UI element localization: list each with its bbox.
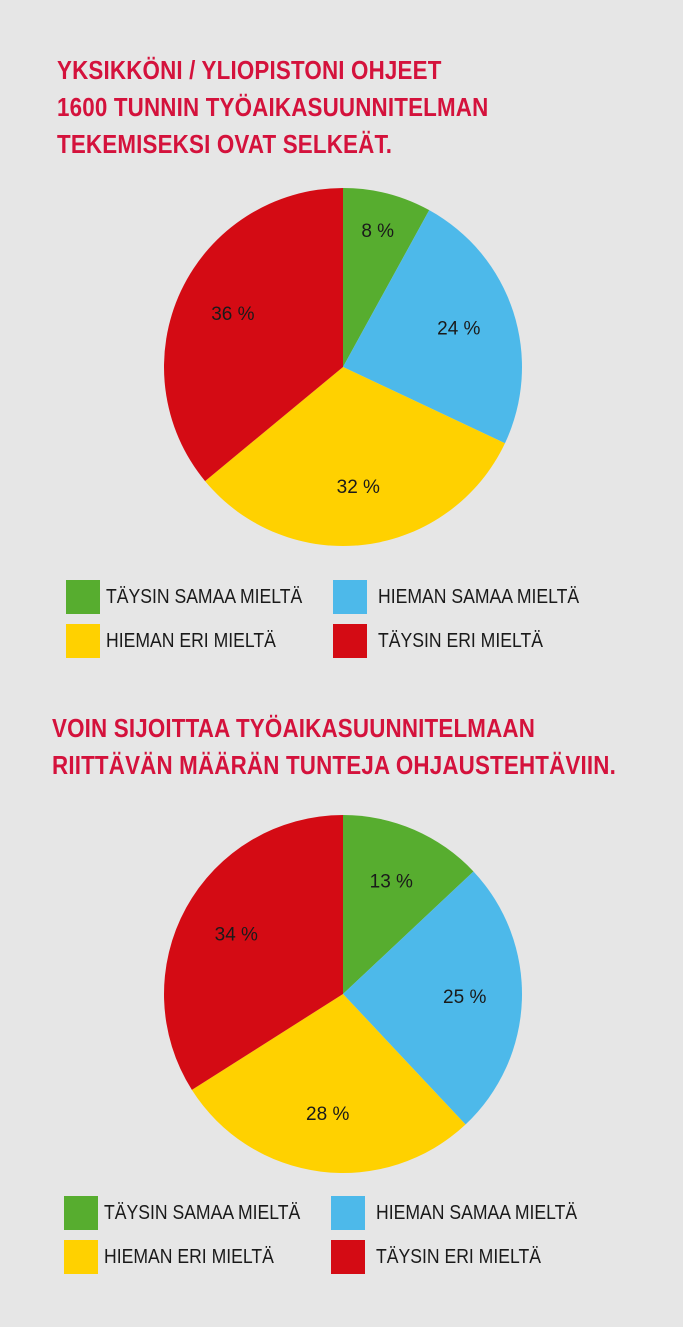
chart-1: YKSIKKÖNI / YLIOPISTONI OHJEET 1600 TUNN… xyxy=(57,52,579,658)
chart-2-title: VOIN SIJOITTAA TYÖAIKASUUNNITELMAAN RIIT… xyxy=(52,710,616,784)
chart-1-legend-label-4: TÄYSIN ERI MIELTÄ xyxy=(378,630,543,652)
chart-1-legend-label-3: HIEMAN ERI MIELTÄ xyxy=(106,630,276,652)
chart-1-title-line-2: 1600 TUNNIN TYÖAIKASUUNNITELMAN xyxy=(57,92,489,122)
chart-1-legend-swatch-3 xyxy=(66,624,100,658)
chart-1-data-label-3: 32 % xyxy=(337,477,380,498)
chart-2-legend-swatch-3 xyxy=(64,1240,98,1274)
chart-1-legend-swatch-2 xyxy=(333,580,367,614)
chart-1-slice-3 xyxy=(205,367,505,546)
chart-1-pie: 8 % 24 % 32 % 36 % xyxy=(164,188,522,546)
chart-2-legend-swatch-4 xyxy=(331,1240,365,1274)
chart-2-legend-label-3: HIEMAN ERI MIELTÄ xyxy=(104,1246,274,1268)
chart-1-data-label-2: 24 % xyxy=(437,318,480,339)
chart-1-legend-label-1: TÄYSIN SAMAA MIELTÄ xyxy=(106,586,303,608)
chart-2-legend-label-1: TÄYSIN SAMAA MIELTÄ xyxy=(104,1202,301,1224)
chart-1-data-label-4: 36 % xyxy=(211,304,254,325)
chart-2-slice-2 xyxy=(343,871,523,1125)
chart-2-data-label-2: 25 % xyxy=(443,987,486,1008)
chart-2-title-line-1: VOIN SIJOITTAA TYÖAIKASUUNNITELMAAN xyxy=(52,713,536,743)
chart-2-slice-1 xyxy=(343,815,474,994)
chart-2-data-label-3: 28 % xyxy=(306,1104,349,1125)
chart-2-data-label-4: 34 % xyxy=(215,924,258,945)
chart-2: VOIN SIJOITTAA TYÖAIKASUUNNITELMAAN RIIT… xyxy=(0,680,683,1327)
chart-2-title-line-2: RIITTÄVÄN MÄÄRÄN TUNTEJA OHJAUSTEHTÄVIIN… xyxy=(52,750,616,780)
chart-2-legend-swatch-1 xyxy=(64,1196,98,1230)
chart-2-legend: TÄYSIN SAMAA MIELTÄ HIEMAN SAMAA MIELTÄ … xyxy=(0,1196,683,1306)
chart-1-slice-4 xyxy=(164,188,343,482)
chart-2-data-label-1: 13 % xyxy=(370,871,413,892)
chart-1-title-line-1: YKSIKKÖNI / YLIOPISTONI OHJEET xyxy=(57,55,442,85)
chart-1-title: YKSIKKÖNI / YLIOPISTONI OHJEET 1600 TUNN… xyxy=(57,52,488,163)
chart-1-data-label-1: 8 % xyxy=(361,221,394,242)
chart-2-pie: 13 % 25 % 28 % 34 % xyxy=(164,815,523,1173)
chart-2-legend-swatch-2 xyxy=(331,1196,365,1230)
chart-1-legend: TÄYSIN SAMAA MIELTÄ HIEMAN SAMAA MIELTÄ … xyxy=(0,580,683,690)
chart-1-slice-2 xyxy=(343,210,522,444)
chart-2-slice-4 xyxy=(164,815,343,1090)
chart-1-title-line-3: TEKEMISEKSI OVAT SELKEÄT. xyxy=(57,129,393,159)
chart-2-legend-label-4: TÄYSIN ERI MIELTÄ xyxy=(376,1246,541,1268)
chart-1-legend-swatch-4 xyxy=(333,624,367,658)
chart-1-legend-label-2: HIEMAN SAMAA MIELTÄ xyxy=(378,586,580,608)
chart-1-legend-swatch-1 xyxy=(66,580,100,614)
chart-1-slice-1 xyxy=(343,188,430,367)
chart-2-legend-label-2: HIEMAN SAMAA MIELTÄ xyxy=(376,1202,578,1224)
chart-2-slice-3 xyxy=(191,994,466,1173)
